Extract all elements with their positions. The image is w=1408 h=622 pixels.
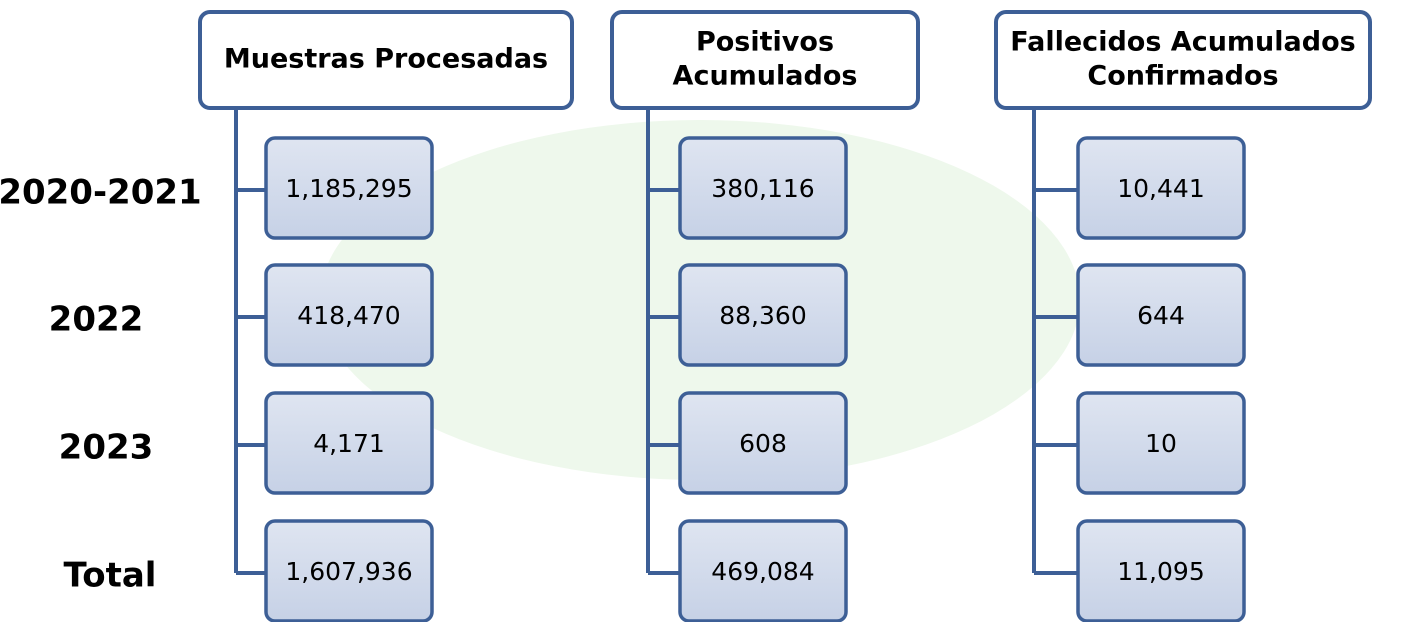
header-box — [610, 10, 920, 110]
value-box — [1076, 263, 1246, 367]
row-label: 2020-2021 — [0, 173, 202, 213]
value-text: 644 — [1137, 301, 1185, 330]
value-box — [678, 391, 848, 495]
value-box — [264, 136, 434, 240]
header-text: Muestras Procesadas — [224, 44, 548, 75]
value-box — [678, 519, 848, 622]
row-label: Total — [64, 556, 157, 596]
value-text: 4,171 — [313, 429, 385, 458]
header-box — [198, 10, 574, 110]
value-text: 1,607,936 — [285, 557, 412, 586]
value-text: 608 — [739, 429, 787, 458]
value-box — [1076, 391, 1246, 495]
value-text: 380,116 — [711, 174, 814, 203]
value-box — [1076, 136, 1246, 240]
value-box — [264, 391, 434, 495]
value-box — [264, 519, 434, 622]
value-box — [678, 136, 848, 240]
value-box — [264, 263, 434, 367]
value-box — [678, 263, 848, 367]
value-text: 10,441 — [1117, 174, 1204, 203]
header-text: Acumulados — [673, 61, 858, 92]
value-text: 10 — [1145, 429, 1177, 458]
header-text: Positivos — [696, 27, 834, 58]
header-text: Fallecidos Acumulados — [1010, 27, 1355, 58]
value-box — [1076, 519, 1246, 622]
value-text: 1,185,295 — [285, 174, 412, 203]
header-box — [994, 10, 1372, 110]
value-text: 88,360 — [719, 301, 806, 330]
header-text: Confirmados — [1087, 61, 1278, 92]
value-text: 11,095 — [1117, 557, 1204, 586]
value-text: 469,084 — [711, 557, 814, 586]
row-label: 2023 — [59, 428, 154, 468]
value-text: 418,470 — [297, 301, 400, 330]
row-label: 2022 — [49, 300, 144, 340]
